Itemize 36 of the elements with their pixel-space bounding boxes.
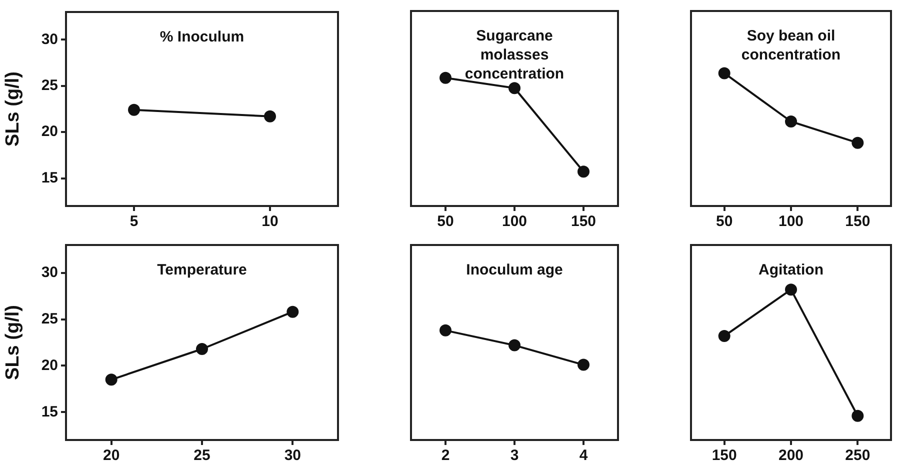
y-tick-label: 30 xyxy=(41,30,58,48)
text: Agitation xyxy=(758,262,824,279)
x-tick-label: 4 xyxy=(579,447,588,464)
y-axis-title: SLs (g/l) xyxy=(2,305,24,380)
x-tick-label: 30 xyxy=(284,447,302,464)
x-tick-label: 20 xyxy=(102,447,120,464)
x-tick-label: 2 xyxy=(441,447,450,464)
y-tick-label: 25 xyxy=(41,310,58,328)
x-tick-label: 150 xyxy=(845,213,870,230)
point xyxy=(196,343,208,355)
point xyxy=(105,374,118,386)
text: Temperature xyxy=(157,262,247,279)
y-tick-label: 20 xyxy=(41,356,58,374)
text: % Inoculum xyxy=(160,28,244,46)
text: Soy bean oil concentration xyxy=(741,28,841,64)
x-tick-label: 3 xyxy=(510,447,519,464)
y-tick-label: 20 xyxy=(41,123,58,140)
y-tick-label: 25 xyxy=(41,77,58,94)
x-tick-label: 100 xyxy=(502,213,528,230)
y-tick-label: 30 xyxy=(41,264,58,281)
x-tick-label: 50 xyxy=(437,213,454,230)
x-tick-label: 50 xyxy=(716,213,733,230)
x-tick-label: 200 xyxy=(778,447,804,464)
text: Inoculum age xyxy=(466,262,563,279)
x-tick-label: 5 xyxy=(130,213,138,230)
y-axis-title: SLs (g/l) xyxy=(2,72,24,146)
x-tick-label: 25 xyxy=(194,447,210,464)
y-tick-label: 15 xyxy=(41,403,58,420)
x-tick-label: 150 xyxy=(712,447,737,464)
text: Sugarcane molasses concentration xyxy=(464,28,564,83)
x-tick-label: 10 xyxy=(262,213,278,230)
point xyxy=(286,306,299,318)
y-tick-label: 15 xyxy=(41,169,58,186)
x-tick-label: 250 xyxy=(845,447,870,464)
x-tick-label: 150 xyxy=(570,213,596,230)
x-tick-label: 100 xyxy=(778,213,804,230)
